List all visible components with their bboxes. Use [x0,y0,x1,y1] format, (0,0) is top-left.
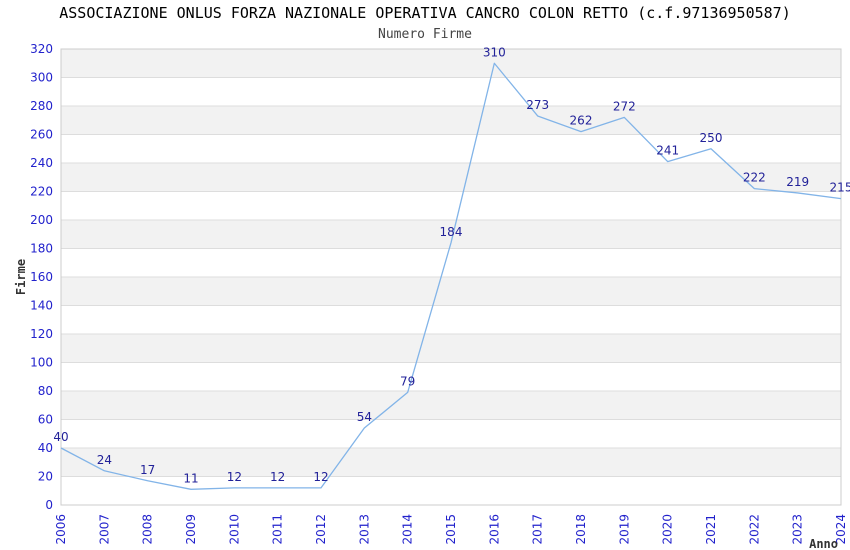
plot-band [61,362,841,391]
x-tick-label: 2007 [97,514,111,545]
y-tick-label: 20 [38,470,53,484]
plot-band [61,476,841,505]
point-label: 184 [440,225,463,239]
y-tick-label: 100 [30,356,53,370]
x-tick-label: 2023 [791,514,805,545]
y-tick-label: 40 [38,441,53,455]
point-label: 273 [526,98,549,112]
point-label: 79 [400,374,415,388]
y-tick-label: 220 [30,185,53,199]
point-label: 17 [140,463,155,477]
x-tick-label: 2018 [574,514,588,545]
point-label: 40 [53,430,68,444]
x-tick-label: 2024 [834,514,848,545]
plot-band [61,106,841,135]
x-tick-label: 2010 [227,514,241,545]
chart-title: ASSOCIAZIONE ONLUS FORZA NAZIONALE OPERA… [59,4,791,22]
y-tick-label: 260 [30,128,53,142]
plot-band [61,49,841,78]
y-tick-label: 160 [30,270,53,284]
point-label: 262 [570,114,593,128]
plot-band [61,277,841,306]
y-tick-label: 320 [30,42,53,56]
x-tick-label: 2021 [704,514,718,545]
point-label: 12 [227,470,242,484]
point-label: 24 [97,453,112,467]
x-tick-label: 2013 [357,514,371,545]
data-line [60,62,842,490]
plot-band [61,305,841,334]
plot-band [61,334,841,363]
x-tick-label: 2020 [661,514,675,545]
plot-band [61,419,841,448]
y-tick-label: 300 [30,71,53,85]
point-label: 219 [786,175,809,189]
point-label: 215 [830,181,850,195]
point-label: 11 [183,471,198,485]
x-tick-label: 2012 [314,514,328,545]
point-label: 310 [483,45,506,59]
point-label: 272 [613,99,636,113]
y-tick-label: 180 [30,242,53,256]
y-tick-label: 60 [38,413,53,427]
plot-border [60,48,842,506]
x-tick-label: 2014 [401,514,415,545]
point-label: 54 [357,410,372,424]
x-tick-label: 2015 [444,514,458,545]
point-label: 222 [743,171,766,185]
point-label: 12 [270,470,285,484]
y-tick-label: 280 [30,99,53,113]
chart-subtitle: Numero Firme [378,27,472,42]
plot-band [61,448,841,477]
y-tick-label: 80 [38,384,53,398]
plot-band [61,391,841,420]
point-label: 250 [700,131,723,145]
plot-band [61,134,841,163]
x-tick-label: 2022 [747,514,761,545]
x-tick-label: 2016 [487,514,501,545]
x-tick-label: 2009 [184,514,198,545]
y-tick-label: 120 [30,327,53,341]
x-tick-label: 2011 [271,514,285,545]
y-tick-label: 0 [45,498,53,512]
plot-band [61,191,841,220]
plot-band [61,77,841,106]
x-tick-label: 2006 [54,514,68,545]
point-label: 241 [656,144,679,158]
y-tick-label: 140 [30,299,53,313]
y-tick-label: 200 [30,213,53,227]
point-label: 12 [313,470,328,484]
x-tick-label: 2008 [141,514,155,545]
y-tick-label: 240 [30,156,53,170]
x-tick-label: 2017 [531,514,545,545]
plot-band [61,248,841,277]
plot-band [61,163,841,192]
y-axis-label: Firme [14,259,28,295]
x-axis-label: Anno [809,537,838,550]
x-tick-label: 2019 [617,514,631,545]
